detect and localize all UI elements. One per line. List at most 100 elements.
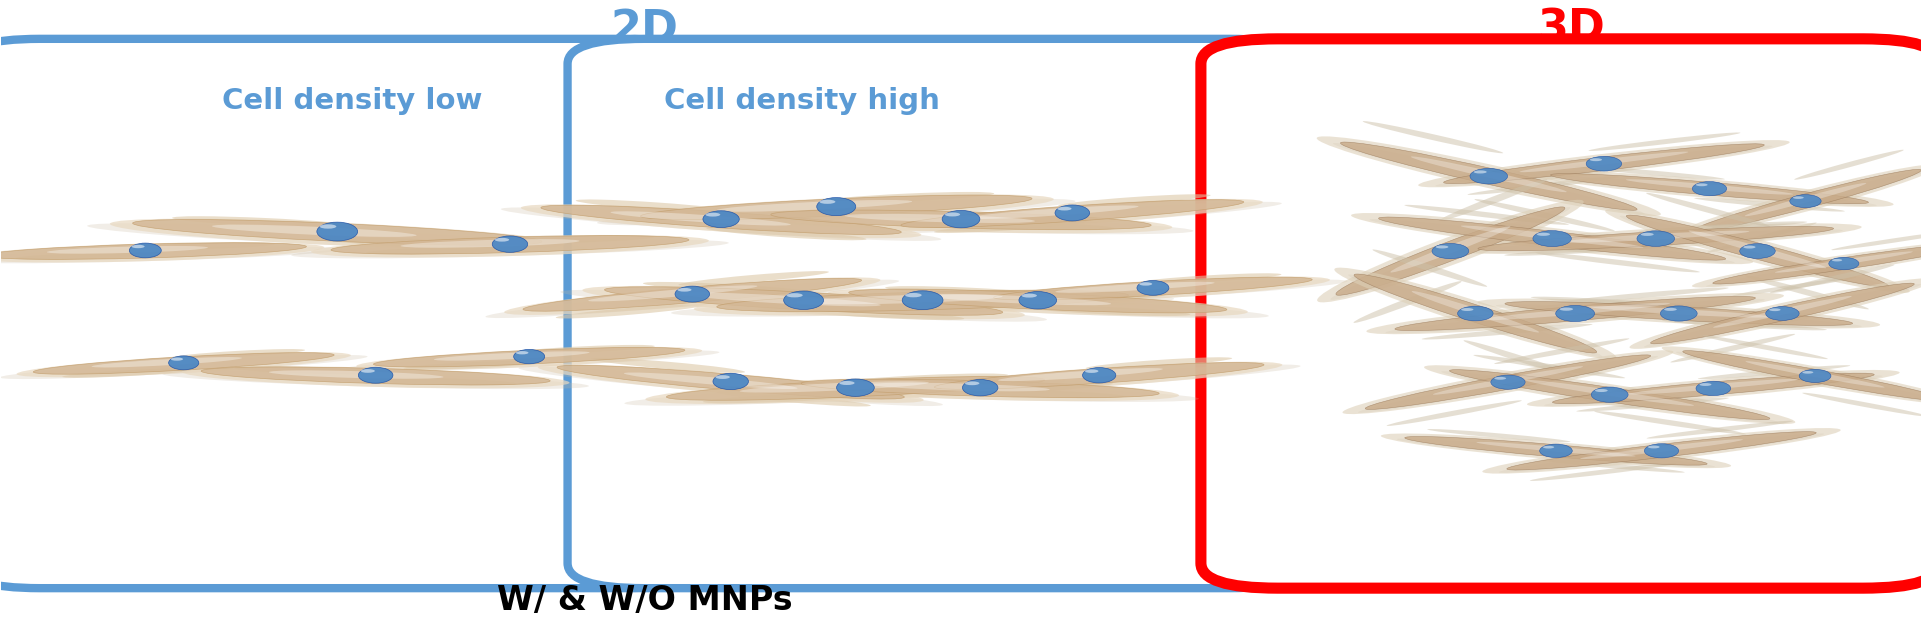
Ellipse shape: [1317, 136, 1661, 216]
Ellipse shape: [1380, 433, 1732, 468]
Ellipse shape: [934, 221, 1086, 233]
Ellipse shape: [1436, 245, 1449, 248]
Ellipse shape: [486, 280, 899, 318]
Ellipse shape: [523, 278, 861, 311]
Ellipse shape: [917, 362, 1282, 393]
Ellipse shape: [1461, 226, 1643, 248]
Ellipse shape: [1140, 273, 1282, 283]
FancyBboxPatch shape: [567, 39, 1307, 588]
Ellipse shape: [1418, 140, 1789, 187]
Ellipse shape: [319, 224, 336, 229]
Ellipse shape: [965, 381, 980, 385]
Ellipse shape: [1766, 307, 1799, 320]
Ellipse shape: [1663, 346, 1922, 406]
Ellipse shape: [502, 208, 942, 241]
Ellipse shape: [1057, 207, 1072, 211]
Ellipse shape: [1449, 223, 1862, 254]
Ellipse shape: [540, 205, 901, 234]
Ellipse shape: [1832, 259, 1841, 261]
Ellipse shape: [1630, 278, 1922, 349]
Ellipse shape: [1803, 393, 1922, 416]
Ellipse shape: [1591, 387, 1628, 403]
Ellipse shape: [171, 357, 183, 361]
Ellipse shape: [110, 219, 565, 249]
Ellipse shape: [959, 280, 1347, 305]
Ellipse shape: [1461, 308, 1474, 311]
Ellipse shape: [682, 293, 880, 307]
Ellipse shape: [807, 293, 1269, 319]
Ellipse shape: [521, 204, 921, 238]
Ellipse shape: [1055, 282, 1215, 293]
Ellipse shape: [92, 357, 242, 367]
Ellipse shape: [898, 364, 1301, 395]
Ellipse shape: [1713, 296, 1851, 328]
Ellipse shape: [1713, 243, 1922, 284]
Ellipse shape: [1021, 293, 1036, 298]
Ellipse shape: [1449, 370, 1770, 419]
Ellipse shape: [1332, 143, 1645, 214]
Ellipse shape: [1370, 219, 1736, 263]
Ellipse shape: [882, 199, 1263, 231]
Ellipse shape: [46, 246, 208, 254]
Ellipse shape: [1645, 444, 1678, 458]
Ellipse shape: [321, 237, 502, 248]
Ellipse shape: [1540, 444, 1572, 458]
Ellipse shape: [1693, 198, 1845, 211]
Ellipse shape: [577, 199, 736, 213]
Ellipse shape: [942, 211, 980, 228]
Ellipse shape: [1493, 339, 1630, 364]
Ellipse shape: [1442, 371, 1778, 423]
Ellipse shape: [667, 377, 1044, 400]
Ellipse shape: [619, 194, 1053, 223]
Ellipse shape: [967, 382, 1113, 394]
FancyBboxPatch shape: [0, 39, 702, 588]
Ellipse shape: [703, 393, 871, 403]
Ellipse shape: [1745, 361, 1885, 387]
Ellipse shape: [1534, 231, 1572, 246]
Ellipse shape: [494, 238, 509, 241]
Ellipse shape: [1684, 350, 1922, 401]
Ellipse shape: [17, 352, 352, 377]
Ellipse shape: [1526, 380, 1693, 406]
Ellipse shape: [365, 246, 525, 255]
Ellipse shape: [400, 239, 580, 248]
Ellipse shape: [1432, 243, 1468, 259]
Ellipse shape: [946, 221, 1115, 230]
Ellipse shape: [821, 192, 994, 203]
Ellipse shape: [728, 214, 1194, 234]
Ellipse shape: [740, 381, 928, 393]
Ellipse shape: [1353, 274, 1597, 353]
Ellipse shape: [292, 240, 728, 258]
Ellipse shape: [1553, 373, 1874, 404]
Ellipse shape: [705, 213, 721, 216]
Ellipse shape: [1365, 355, 1651, 409]
Ellipse shape: [1351, 213, 1753, 264]
Text: Cell density high: Cell density high: [663, 87, 940, 115]
Ellipse shape: [1520, 152, 1688, 172]
Ellipse shape: [311, 235, 709, 258]
Ellipse shape: [1397, 438, 1714, 468]
Ellipse shape: [1480, 303, 1670, 320]
Ellipse shape: [1693, 182, 1726, 196]
Ellipse shape: [1795, 150, 1903, 180]
Ellipse shape: [1422, 324, 1593, 339]
Ellipse shape: [1482, 428, 1841, 473]
Ellipse shape: [171, 349, 306, 359]
Ellipse shape: [504, 277, 880, 315]
Ellipse shape: [1563, 231, 1749, 243]
Ellipse shape: [1342, 350, 1674, 414]
Ellipse shape: [1468, 176, 1620, 195]
Ellipse shape: [788, 307, 965, 320]
Ellipse shape: [677, 288, 692, 292]
Ellipse shape: [129, 243, 161, 258]
Ellipse shape: [1372, 250, 1488, 287]
Ellipse shape: [611, 211, 790, 226]
Ellipse shape: [1745, 275, 1868, 309]
Ellipse shape: [517, 345, 655, 354]
Ellipse shape: [1626, 179, 1793, 194]
Ellipse shape: [1541, 176, 1876, 206]
Ellipse shape: [1140, 282, 1151, 286]
Ellipse shape: [582, 286, 1024, 319]
Ellipse shape: [1663, 320, 1826, 330]
Ellipse shape: [801, 379, 1159, 398]
